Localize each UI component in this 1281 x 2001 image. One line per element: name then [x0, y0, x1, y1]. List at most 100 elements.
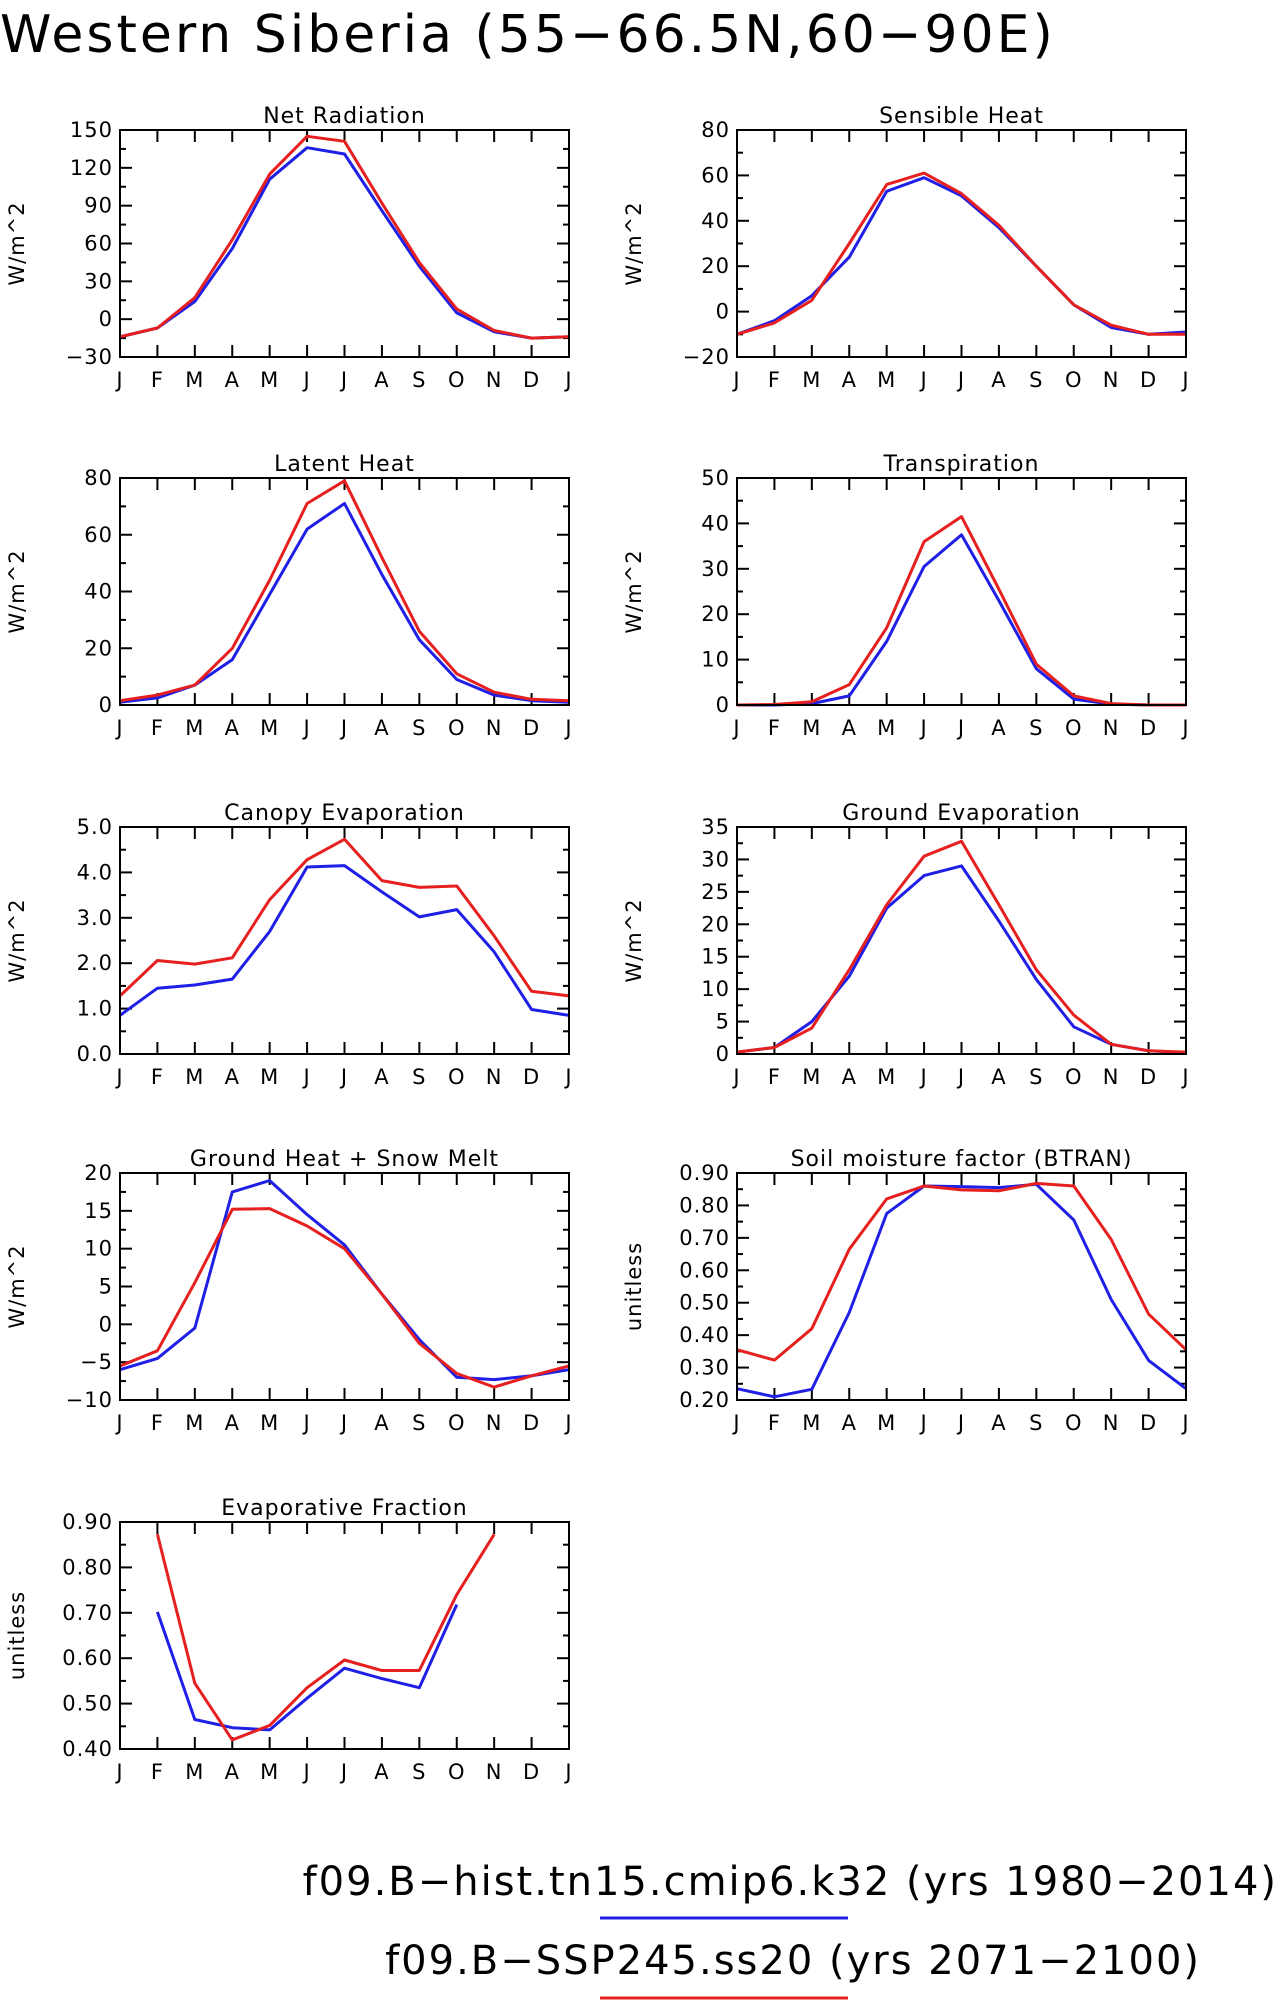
x-tick-label: J	[918, 716, 927, 740]
x-tick-label: M	[802, 716, 821, 740]
x-tick-label: F	[151, 1760, 164, 1784]
y-axis-label: W/m^2	[5, 898, 29, 982]
y-tick-label: 15	[701, 945, 730, 969]
y-tick-label: −10	[66, 1388, 113, 1412]
x-tick-label: A	[991, 368, 1006, 392]
x-tick-label: M	[260, 368, 279, 392]
y-tick-label: 2.0	[77, 951, 113, 975]
x-tick-label: J	[1180, 1065, 1189, 1089]
y-tick-label: 30	[84, 269, 113, 293]
x-tick-label: M	[260, 716, 279, 740]
x-tick-label: J	[339, 1411, 348, 1435]
main-title: Western Siberia (55−66.5N,60−90E)	[0, 5, 1056, 65]
x-tick-label: O	[448, 1760, 466, 1784]
y-tick-label: 30	[701, 847, 730, 871]
x-tick-label: M	[185, 1411, 204, 1435]
x-tick-label: F	[768, 1411, 781, 1435]
x-tick-label: J	[114, 1411, 123, 1435]
panel-title: Latent Heat	[274, 452, 415, 477]
x-tick-label: J	[1180, 716, 1189, 740]
y-tick-label: 60	[701, 163, 730, 187]
y-tick-label: 0.80	[679, 1193, 730, 1217]
y-tick-label: 0.70	[62, 1601, 113, 1625]
x-tick-label: J	[956, 716, 965, 740]
x-tick-label: M	[877, 716, 896, 740]
y-axis-label: W/m^2	[622, 898, 646, 982]
y-tick-label: 60	[84, 523, 113, 547]
y-tick-label: 0.50	[679, 1291, 730, 1315]
y-tick-label: 0.70	[679, 1226, 730, 1250]
x-tick-label: F	[151, 716, 164, 740]
y-axis-label: unitless	[622, 1242, 646, 1331]
x-tick-label: A	[225, 1065, 240, 1089]
x-tick-label: A	[374, 716, 389, 740]
y-tick-label: 0.90	[679, 1161, 730, 1185]
x-tick-label: J	[563, 1411, 572, 1435]
y-tick-label: 60	[84, 232, 113, 256]
x-tick-label: N	[1103, 368, 1120, 392]
y-tick-label: 0.90	[62, 1510, 113, 1534]
series-line-ssp245	[118, 837, 570, 998]
x-tick-label: J	[301, 716, 310, 740]
y-tick-label: 35	[701, 815, 730, 839]
series-line-ssp245	[736, 839, 1187, 1054]
y-tick-label: 0.60	[679, 1258, 730, 1282]
panel-title: Evaporative Fraction	[221, 1496, 467, 1521]
x-tick-label: M	[802, 1411, 821, 1435]
x-tick-label: J	[301, 1760, 310, 1784]
x-tick-label: J	[339, 368, 348, 392]
series-line-hist	[737, 533, 1186, 707]
x-tick-label: N	[486, 716, 503, 740]
panel-ground-heat-snow-melt: Ground Heat + Snow Melt W/m^2 −10 −5 0 5 10 15 2…	[5, 1147, 572, 1435]
x-tick-label: A	[842, 368, 857, 392]
x-tick-label: J	[114, 1065, 123, 1089]
x-tick-label: J	[339, 716, 348, 740]
y-tick-label: 50	[701, 466, 730, 490]
series-line-hist	[155, 1603, 459, 1732]
x-tick-label: J	[563, 1065, 572, 1089]
x-tick-label: M	[185, 368, 204, 392]
x-tick-label: J	[731, 368, 740, 392]
y-tick-label: 0	[716, 300, 730, 324]
y-tick-label: 5	[716, 1010, 730, 1034]
series-line-ssp245	[736, 1181, 1188, 1362]
x-tick-label: D	[1140, 1411, 1157, 1435]
x-tick-label: M	[185, 716, 204, 740]
panel-evaporative-fraction: Evaporative Fraction unitless 0.40 0.50 0.60…	[5, 1496, 572, 1784]
plot-frame	[736, 1172, 1187, 1401]
y-axis-label: W/m^2	[5, 201, 29, 285]
x-tick-label: M	[185, 1065, 204, 1089]
x-tick-label: O	[448, 1065, 466, 1089]
x-tick-label: F	[151, 1065, 164, 1089]
x-tick-label: O	[448, 1411, 466, 1435]
legend-label-hist: f09.B−hist.tn15.cmip6.k32 (yrs 1980−2014…	[303, 1859, 1278, 1905]
x-tick-label: S	[412, 1760, 426, 1784]
y-tick-label: 80	[84, 466, 113, 490]
x-tick-label: O	[1065, 368, 1083, 392]
x-tick-label: J	[918, 1065, 927, 1089]
x-tick-label: J	[114, 368, 123, 392]
y-tick-label: 150	[70, 118, 113, 142]
y-tick-label: 10	[701, 648, 730, 672]
x-tick-label: S	[1029, 1411, 1043, 1435]
x-tick-label: J	[918, 368, 927, 392]
x-tick-label: J	[956, 1411, 965, 1435]
y-tick-label: 20	[84, 1161, 113, 1185]
y-tick-label: 120	[70, 156, 113, 180]
y-tick-label: 25	[701, 880, 730, 904]
y-tick-label: 0	[99, 1312, 113, 1336]
x-tick-label: A	[374, 1065, 389, 1089]
series-line-hist	[119, 864, 570, 1017]
x-tick-label: M	[185, 1760, 204, 1784]
x-tick-label: J	[114, 1760, 123, 1784]
y-tick-label: 15	[84, 1199, 113, 1223]
x-tick-label: D	[523, 1065, 540, 1089]
plot-frame	[736, 129, 1187, 358]
x-tick-label: A	[225, 1411, 240, 1435]
x-tick-label: A	[991, 1065, 1006, 1089]
